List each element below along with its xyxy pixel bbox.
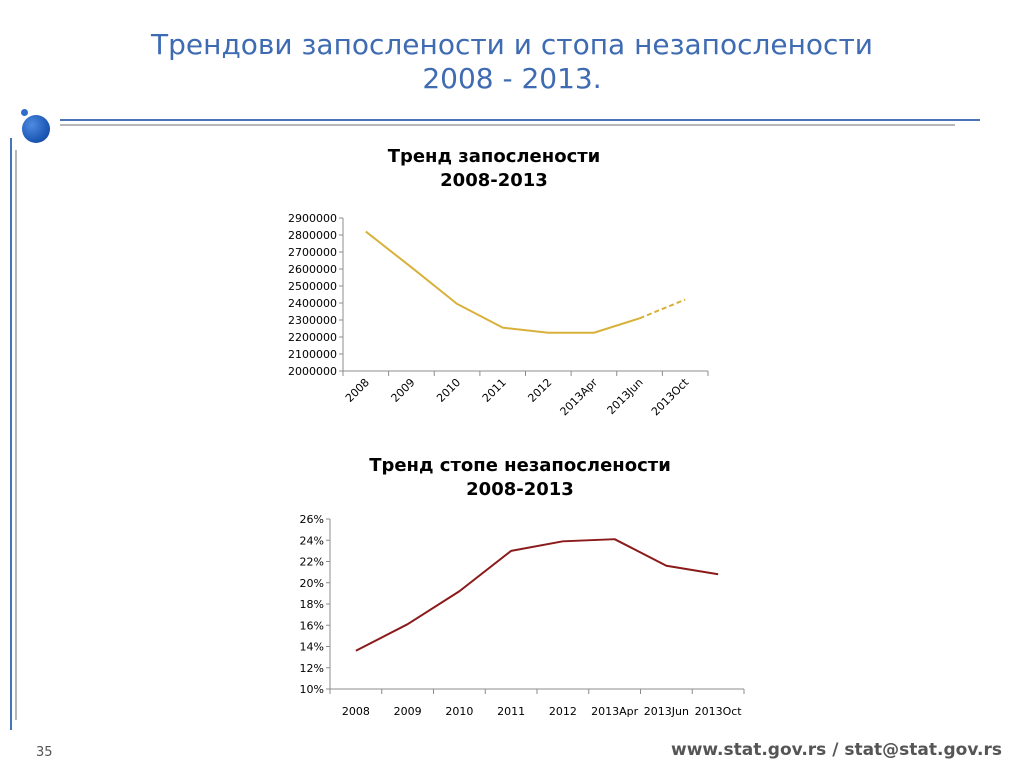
unemployment-y-tick-label: 24% — [300, 534, 324, 547]
unemployment-y-tick-label: 18% — [300, 598, 324, 611]
unemployment-chart-title-line1: Тренд стопе незапослености — [369, 455, 671, 476]
slide-title-line2: 2008 - 2013. — [422, 62, 602, 95]
unemployment-x-tick-label: 2011 — [497, 705, 525, 718]
unemployment-chart-title-line2: 2008-2013 — [466, 479, 574, 500]
employment-y-tick-label: 2500000 — [288, 280, 337, 293]
employment-y-tick-label: 2700000 — [288, 246, 337, 259]
unemployment-x-tick-label: 2008 — [342, 705, 370, 718]
employment-series-line-dashed — [639, 298, 686, 320]
footer-contact: www.stat.gov.rs / stat@stat.gov.rs — [671, 740, 1002, 760]
unemployment-y-tick-label: 16% — [300, 619, 324, 632]
employment-y-tick-label: 2600000 — [288, 263, 337, 276]
unemployment-x-tick-label: 2013Jun — [644, 705, 689, 718]
unemployment-y-tick-label: 26% — [300, 513, 324, 526]
employment-y-tick-label: 2800000 — [288, 229, 337, 242]
slide-title-line1: Трендови запослености и стопа незапослен… — [151, 28, 873, 61]
unemployment-y-tick-label: 20% — [300, 577, 324, 590]
decor-ball-icon — [22, 115, 50, 143]
unemployment-x-tick-label: 2013Apr — [591, 705, 639, 718]
unemployment-chart-title: Тренд стопе незапослености 2008-2013 — [320, 454, 720, 502]
employment-y-tick-label: 2900000 — [288, 212, 337, 225]
employment-y-tick-label: 2100000 — [288, 348, 337, 361]
employment-chart-title-line1: Тренд запослености — [387, 146, 601, 167]
unemployment-y-tick-label: 22% — [300, 556, 324, 569]
unemployment-x-tick-label: 2010 — [445, 705, 473, 718]
unemployment-series-line — [355, 538, 719, 652]
decor-dot-icon — [21, 109, 28, 116]
unemployment-x-tick-label: 2013Oct — [695, 705, 743, 718]
employment-y-tick-label: 2200000 — [288, 331, 337, 344]
divider-blue — [60, 119, 980, 121]
divider-gray — [60, 124, 955, 126]
employment-y-tick-label: 2000000 — [288, 365, 337, 378]
side-rule-blue — [10, 138, 12, 730]
side-rule-gray — [15, 150, 17, 720]
unemployment-x-tick-label: 2009 — [394, 705, 422, 718]
employment-series-line — [365, 230, 640, 334]
employment-chart-title-line2: 2008-2013 — [440, 170, 548, 191]
employment-y-tick-label: 2300000 — [288, 314, 337, 327]
employment-chart-title: Тренд запослености 2008-2013 — [344, 145, 644, 193]
page-number: 35 — [36, 745, 53, 760]
unemployment-y-tick-label: 14% — [300, 641, 324, 654]
unemployment-y-tick-label: 10% — [300, 683, 324, 696]
unemployment-y-tick-label: 12% — [300, 662, 324, 675]
unemployment-x-tick-label: 2012 — [549, 705, 577, 718]
employment-y-tick-label: 2400000 — [288, 297, 337, 310]
slide-title: Трендови запослености и стопа незапослен… — [0, 28, 1024, 96]
